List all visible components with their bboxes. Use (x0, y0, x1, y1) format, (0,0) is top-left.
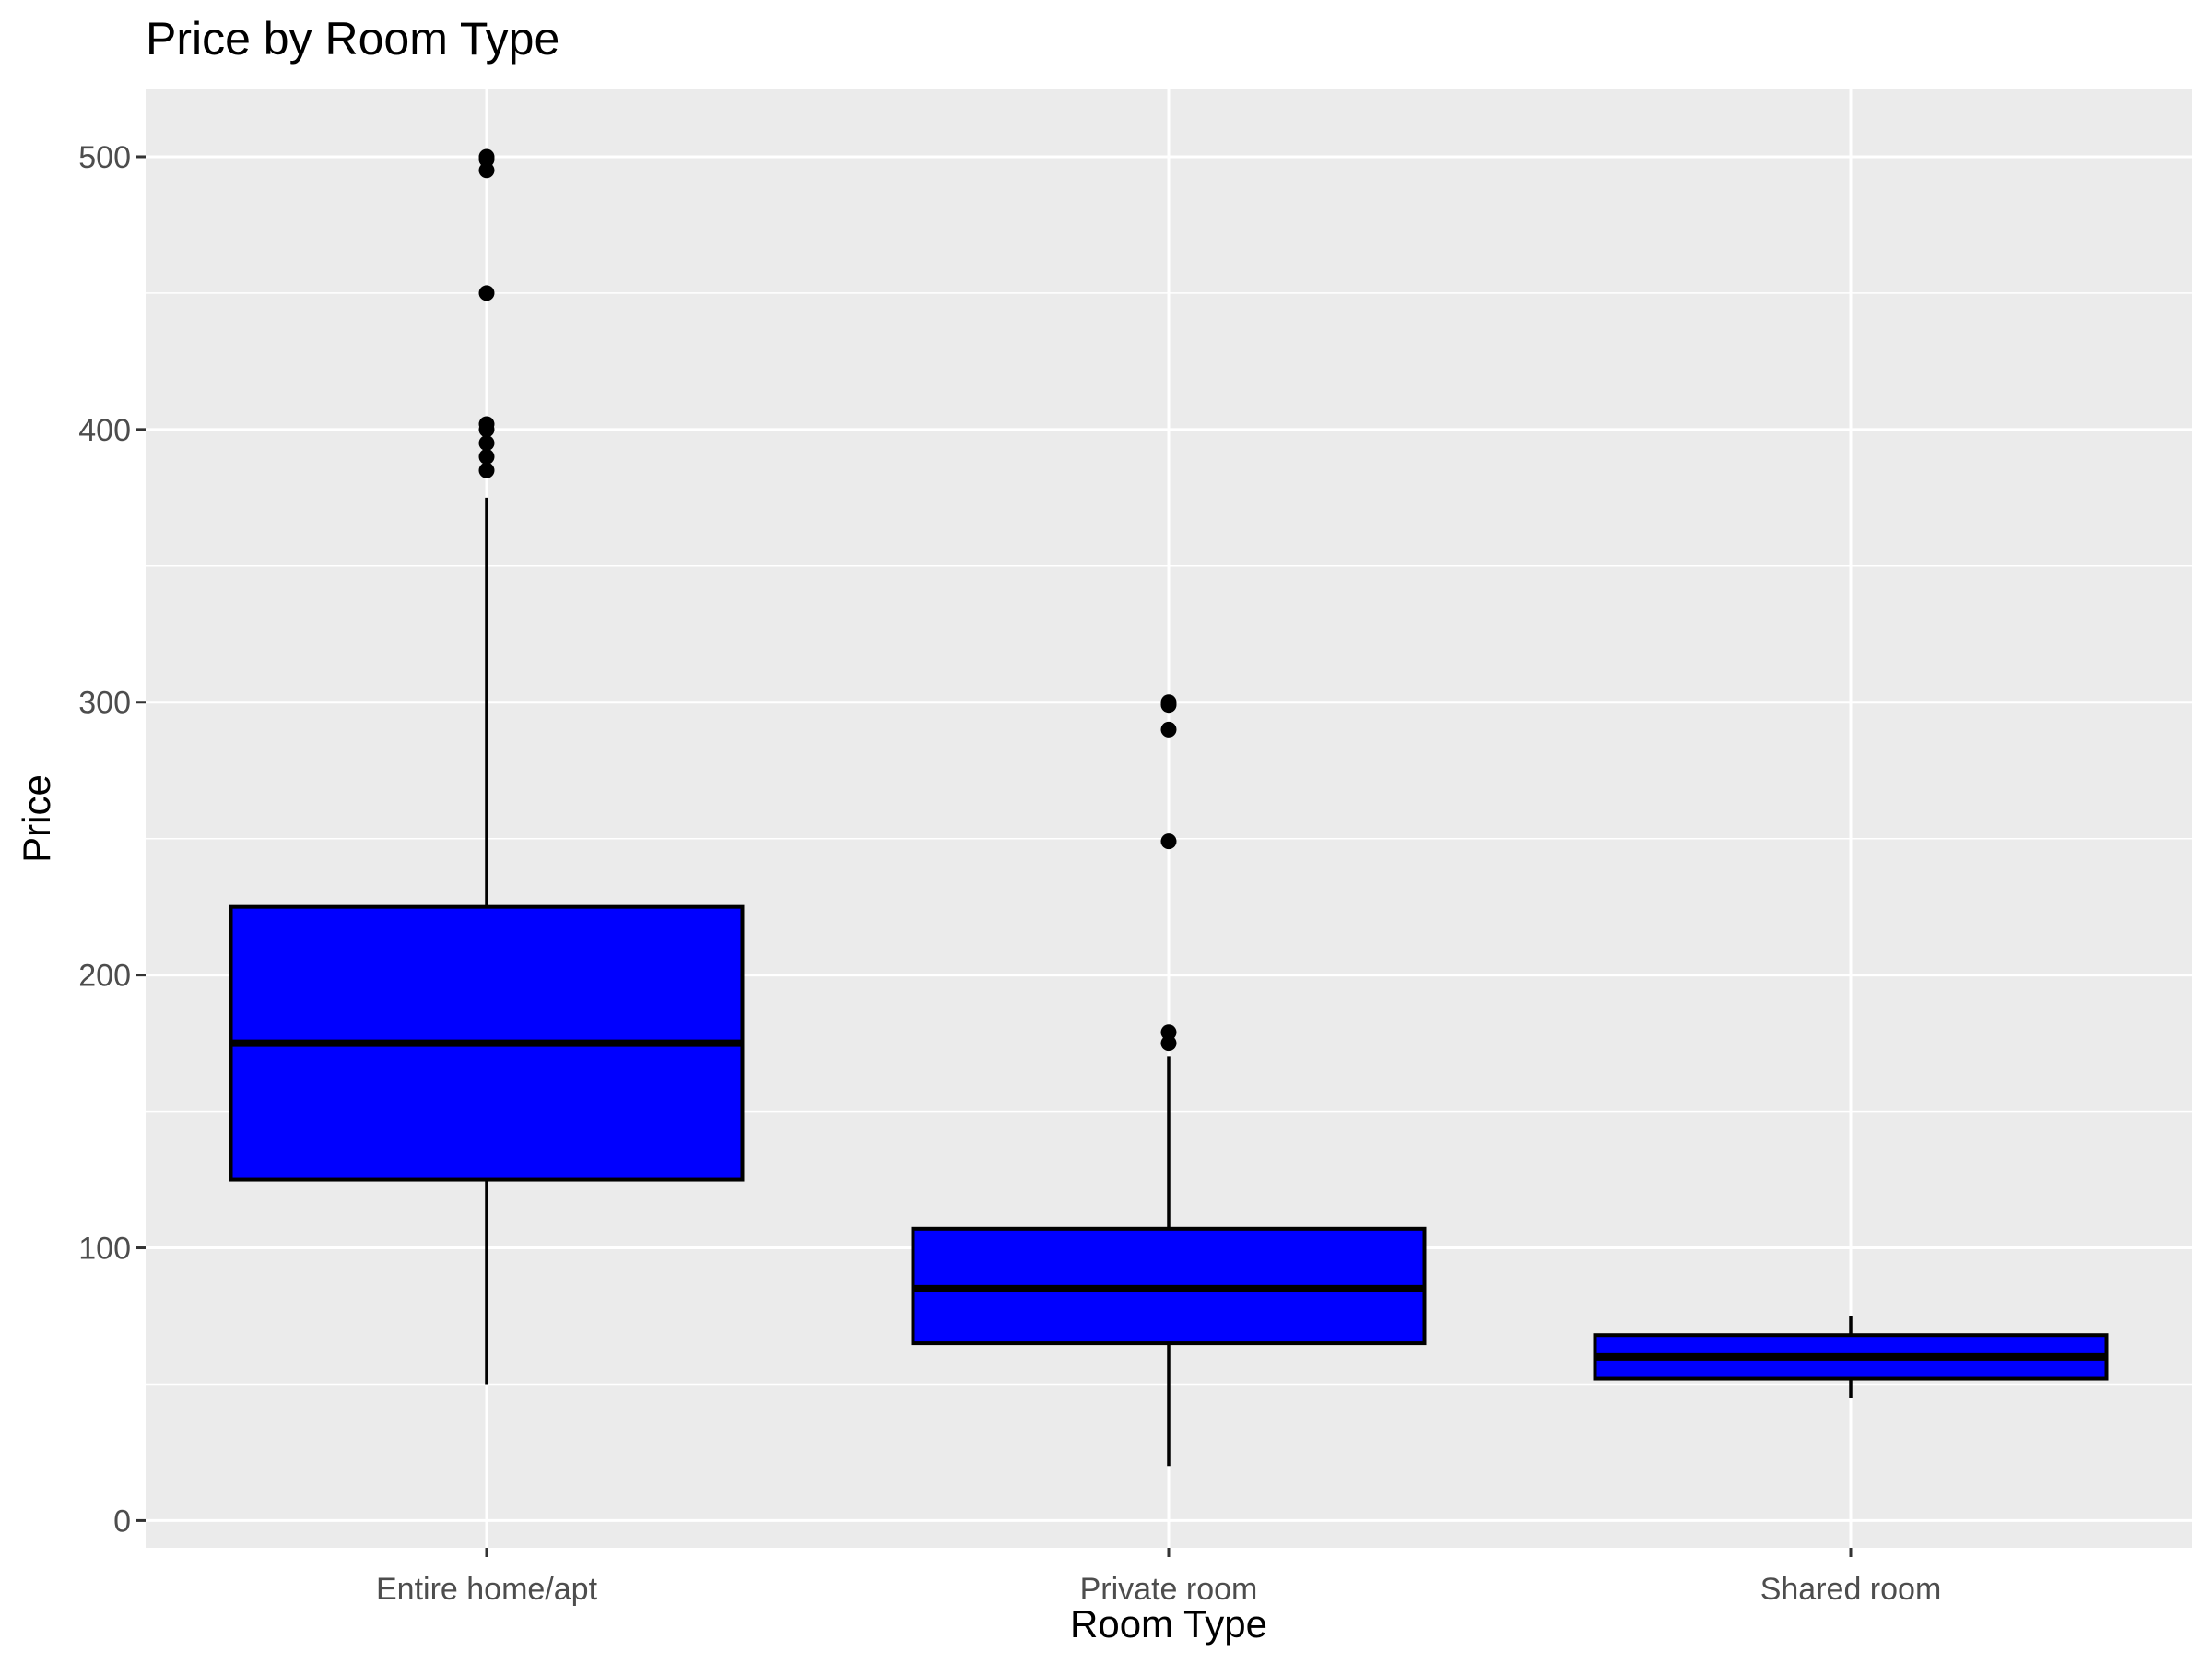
outlier-point (478, 148, 495, 165)
y-tick-label: 200 (78, 959, 131, 994)
y-tick-label: 500 (78, 140, 131, 175)
x-tick-label: Entire home/apt (376, 1572, 598, 1607)
x-tick-label: Shared room (1760, 1572, 1942, 1607)
outlier-point (1160, 721, 1177, 738)
outlier-point (478, 416, 495, 432)
boxes (229, 148, 2109, 1467)
axes: 0 100 200 300 400 500 Entire home/apt Private r… (78, 140, 1941, 1607)
outlier-point (478, 435, 495, 452)
x-tick-label: Private room (1080, 1572, 1258, 1607)
y-tick-label: 400 (78, 413, 131, 448)
x-axis-title: Room Type (1070, 1602, 1267, 1646)
chart-title: Price by Room Type (146, 13, 559, 65)
outlier-point (1160, 1024, 1177, 1041)
outlier-point (1160, 833, 1177, 850)
y-axis-title: Price (15, 774, 58, 863)
outlier-point (1160, 1035, 1177, 1052)
y-tick-label: 0 (113, 1504, 131, 1539)
y-tick-label: 100 (78, 1232, 131, 1267)
outlier-point (478, 448, 495, 465)
y-tick-label: 300 (78, 686, 131, 721)
outlier-point (1160, 694, 1177, 711)
outlier-point (478, 285, 495, 301)
outlier-point (478, 462, 495, 478)
outlier-point (478, 162, 495, 179)
